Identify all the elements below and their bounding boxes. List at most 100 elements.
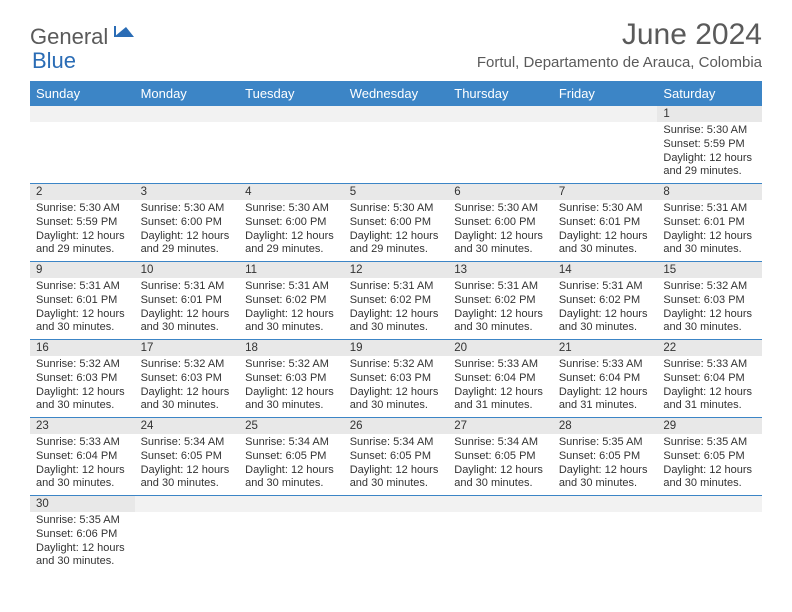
day-content-cell [135,122,240,184]
sunset-text: Sunset: 6:05 PM [245,450,338,464]
day-content-cell: Sunrise: 5:30 AMSunset: 6:00 PMDaylight:… [135,200,240,262]
sunset-text: Sunset: 6:04 PM [663,372,756,386]
day-content-cell: Sunrise: 5:30 AMSunset: 6:00 PMDaylight:… [239,200,344,262]
day-number-cell: 5 [344,184,449,201]
day-number-cell: 27 [448,418,553,435]
content-row: Sunrise: 5:30 AMSunset: 5:59 PMDaylight:… [30,200,762,262]
content-row: Sunrise: 5:32 AMSunset: 6:03 PMDaylight:… [30,356,762,418]
daynum-row: 2345678 [30,184,762,201]
daylight-text-2: and 30 minutes. [559,477,652,491]
day-number-cell: 12 [344,262,449,279]
sunset-text: Sunset: 6:01 PM [663,216,756,230]
sunrise-text: Sunrise: 5:34 AM [454,436,547,450]
day-number-cell: 30 [30,496,135,513]
daylight-text-2: and 30 minutes. [141,321,234,335]
daylight-text-2: and 31 minutes. [454,399,547,413]
daylight-text: Daylight: 12 hours [350,386,443,400]
daylight-text-2: and 30 minutes. [245,321,338,335]
weekday-header: Monday [135,81,240,106]
sunrise-text: Sunrise: 5:31 AM [454,280,547,294]
day-content-cell [135,512,240,573]
day-number-cell [553,106,658,122]
day-content-cell: Sunrise: 5:31 AMSunset: 6:01 PMDaylight:… [135,278,240,340]
day-content-cell: Sunrise: 5:34 AMSunset: 6:05 PMDaylight:… [239,434,344,496]
daynum-row: 16171819202122 [30,340,762,357]
day-content-cell: Sunrise: 5:33 AMSunset: 6:04 PMDaylight:… [553,356,658,418]
day-number-cell: 1 [657,106,762,122]
day-number-cell: 29 [657,418,762,435]
day-number-cell: 3 [135,184,240,201]
daynum-row: 30 [30,496,762,513]
logo-flag-icon [112,23,136,46]
daylight-text: Daylight: 12 hours [350,308,443,322]
sunset-text: Sunset: 6:03 PM [36,372,129,386]
day-number-cell: 2 [30,184,135,201]
sunrise-text: Sunrise: 5:31 AM [559,280,652,294]
day-content-cell: Sunrise: 5:33 AMSunset: 6:04 PMDaylight:… [30,434,135,496]
day-content-cell: Sunrise: 5:33 AMSunset: 6:04 PMDaylight:… [448,356,553,418]
daylight-text-2: and 30 minutes. [454,243,547,257]
sunrise-text: Sunrise: 5:30 AM [663,124,756,138]
daynum-row: 1 [30,106,762,122]
sunset-text: Sunset: 5:59 PM [663,138,756,152]
day-content-cell: Sunrise: 5:34 AMSunset: 6:05 PMDaylight:… [344,434,449,496]
sunrise-text: Sunrise: 5:35 AM [559,436,652,450]
daylight-text-2: and 29 minutes. [350,243,443,257]
daylight-text: Daylight: 12 hours [36,386,129,400]
day-number-cell: 13 [448,262,553,279]
day-content-cell [239,122,344,184]
day-content-cell: Sunrise: 5:32 AMSunset: 6:03 PMDaylight:… [344,356,449,418]
daylight-text: Daylight: 12 hours [141,464,234,478]
daylight-text-2: and 30 minutes. [663,321,756,335]
day-content-cell [657,512,762,573]
sunrise-text: Sunrise: 5:33 AM [559,358,652,372]
daynum-row: 23242526272829 [30,418,762,435]
sunrise-text: Sunrise: 5:34 AM [350,436,443,450]
daylight-text-2: and 30 minutes. [559,243,652,257]
daylight-text-2: and 30 minutes. [350,399,443,413]
day-content-cell: Sunrise: 5:32 AMSunset: 6:03 PMDaylight:… [30,356,135,418]
sunset-text: Sunset: 6:00 PM [350,216,443,230]
sunset-text: Sunset: 6:01 PM [141,294,234,308]
day-content-cell: Sunrise: 5:33 AMSunset: 6:04 PMDaylight:… [657,356,762,418]
day-number-cell [344,106,449,122]
daylight-text: Daylight: 12 hours [454,308,547,322]
sunset-text: Sunset: 6:00 PM [141,216,234,230]
title-block: June 2024 Fortul, Departamento de Arauca… [477,18,762,71]
daylight-text: Daylight: 12 hours [245,308,338,322]
day-content-cell: Sunrise: 5:31 AMSunset: 6:02 PMDaylight:… [448,278,553,340]
daylight-text: Daylight: 12 hours [245,386,338,400]
day-number-cell [344,496,449,513]
day-number-cell: 15 [657,262,762,279]
sunrise-text: Sunrise: 5:30 AM [350,202,443,216]
day-content-cell [553,122,658,184]
daylight-text: Daylight: 12 hours [36,464,129,478]
day-content-cell: Sunrise: 5:31 AMSunset: 6:01 PMDaylight:… [657,200,762,262]
day-number-cell [657,496,762,513]
day-number-cell: 18 [239,340,344,357]
day-number-cell: 19 [344,340,449,357]
daylight-text-2: and 30 minutes. [36,477,129,491]
daylight-text: Daylight: 12 hours [663,152,756,166]
sunrise-text: Sunrise: 5:34 AM [245,436,338,450]
day-number-cell [553,496,658,513]
daylight-text-2: and 29 minutes. [245,243,338,257]
daylight-text: Daylight: 12 hours [559,230,652,244]
weekday-header: Wednesday [344,81,449,106]
day-number-cell: 23 [30,418,135,435]
sunrise-text: Sunrise: 5:30 AM [36,202,129,216]
weekday-header: Tuesday [239,81,344,106]
day-content-cell: Sunrise: 5:31 AMSunset: 6:02 PMDaylight:… [344,278,449,340]
weekday-header: Saturday [657,81,762,106]
sunrise-text: Sunrise: 5:31 AM [245,280,338,294]
daylight-text-2: and 30 minutes. [245,399,338,413]
day-number-cell [135,496,240,513]
day-content-cell: Sunrise: 5:30 AMSunset: 6:01 PMDaylight:… [553,200,658,262]
daylight-text: Daylight: 12 hours [350,464,443,478]
day-content-cell: Sunrise: 5:32 AMSunset: 6:03 PMDaylight:… [239,356,344,418]
day-number-cell: 20 [448,340,553,357]
sunset-text: Sunset: 6:03 PM [245,372,338,386]
logo-text-general: General [30,24,108,50]
sunset-text: Sunset: 6:05 PM [454,450,547,464]
sunrise-text: Sunrise: 5:31 AM [36,280,129,294]
